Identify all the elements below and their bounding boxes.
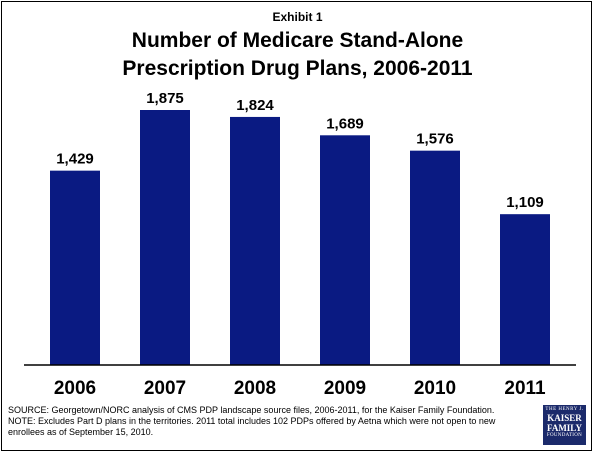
bar-group xyxy=(50,110,550,365)
chart-title-line1: Number of Medicare Stand-Alone xyxy=(131,29,464,52)
note-line: NOTE: Excludes Part D plans in the terri… xyxy=(8,416,496,426)
bar-2011 xyxy=(500,214,550,365)
exhibit-label: Exhibit 1 xyxy=(272,10,323,24)
logo-top-text: THE HENRY J. xyxy=(545,407,584,412)
x-tick-label-2011: 2011 xyxy=(504,378,546,399)
x-tick-label-2009: 2009 xyxy=(324,378,366,399)
value-label-2006: 1,429 xyxy=(56,151,94,168)
bar-2009 xyxy=(320,135,370,365)
value-label-2007: 1,875 xyxy=(146,90,184,107)
x-tick-label-2006: 2006 xyxy=(54,378,96,399)
bar-2008 xyxy=(230,116,280,365)
bar-2006 xyxy=(50,170,100,365)
logo-bottom-text: FOUNDATION xyxy=(546,433,583,438)
x-tick-label-2010: 2010 xyxy=(414,378,456,399)
label-group: 1,429 2006 1,875 2007 1,824 2008 1,689 2009 1,57… xyxy=(54,90,546,399)
x-tick-label-2008: 2008 xyxy=(234,378,276,399)
note-line-continued: enrollees as of September 15, 2010. xyxy=(8,427,154,437)
value-label-2011: 1,109 xyxy=(506,194,544,211)
value-label-2008: 1,824 xyxy=(236,97,274,114)
value-label-2009: 1,689 xyxy=(326,115,364,132)
kaiser-logo: THE HENRY J. KAISER FAMILY FOUNDATION xyxy=(543,405,586,445)
bar-2010 xyxy=(410,150,460,365)
bar-2007 xyxy=(140,110,190,365)
chart-title-line2: Prescription Drug Plans, 2006-2011 xyxy=(122,57,473,80)
x-tick-label-2007: 2007 xyxy=(144,378,186,399)
chart-title: Number of Medicare Stand-Alone Prescript… xyxy=(0,27,595,83)
value-label-2010: 1,576 xyxy=(416,131,454,148)
source-line: SOURCE: Georgetown/NORC analysis of CMS … xyxy=(8,405,495,415)
logo-middle-text: KAISER FAMILY xyxy=(546,413,582,433)
source-note: SOURCE: Georgetown/NORC analysis of CMS … xyxy=(8,405,528,438)
